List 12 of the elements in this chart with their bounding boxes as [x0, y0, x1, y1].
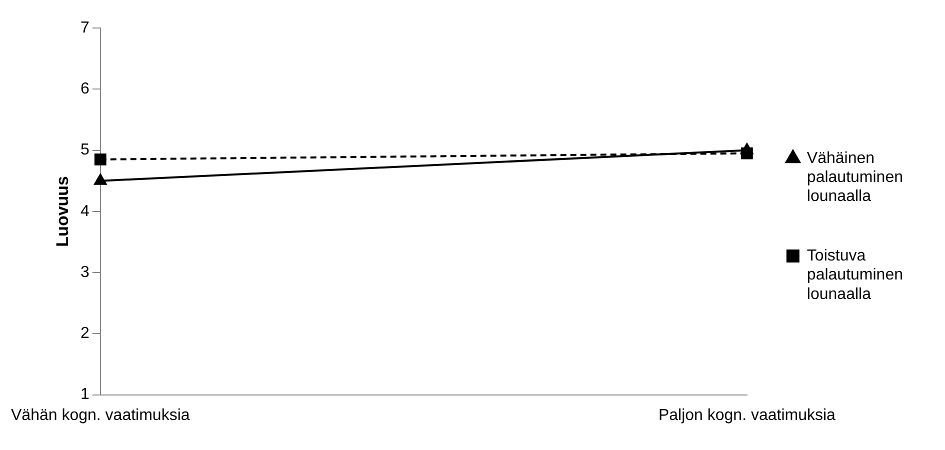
- y-tick-label: 2: [80, 325, 90, 342]
- legend-label: Vähäinen palautuminen lounaalla: [806, 150, 904, 206]
- y-tick-label: 4: [80, 202, 90, 220]
- y-axis-title: Luovuus: [52, 176, 72, 247]
- x-tick-label: Vähän kogn. vaatimuksia: [10, 406, 190, 424]
- y-tick-label: 6: [80, 80, 90, 98]
- x-tick-label: Paljon kogn. vaatimuksia: [658, 406, 836, 424]
- y-tick-label: 7: [80, 19, 90, 36]
- legend-label: Toistuva palautuminen lounaalla: [806, 247, 904, 303]
- y-tick-label: 5: [80, 142, 90, 159]
- y-tick-label: 3: [80, 264, 90, 281]
- y-tick-label: 1: [80, 386, 90, 404]
